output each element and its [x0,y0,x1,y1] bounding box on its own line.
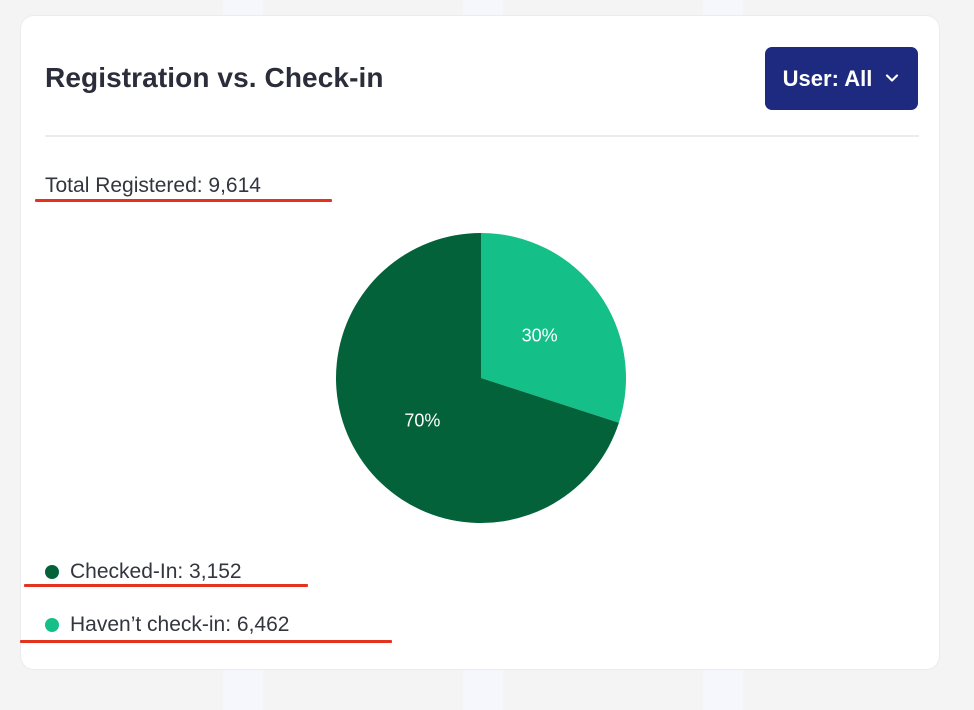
annotation-underline-checked-in [24,584,308,587]
annotation-underline-not-checked-in [20,640,392,643]
chevron-down-icon [884,66,900,92]
legend-dot-not-checked-in [45,618,59,632]
legend-item-not-checked-in: Haven’t check-in: 6,462 [45,613,289,637]
legend-dot-checked-in [45,565,59,579]
annotation-underline-total [35,199,332,202]
total-registered-label: Total Registered: 9,614 [45,174,261,197]
pie-slice-haven-t-check-in [481,233,626,423]
user-filter-button[interactable]: User: All [765,47,918,110]
card-title: Registration vs. Check-in [45,62,384,93]
pie-slice-percent-label: 70% [404,411,440,431]
pie-slice-checked-in [335,233,619,523]
header-divider [45,135,919,137]
legend-item-checked-in: Checked-In: 3,152 [45,560,242,584]
legend-label-checked-in: Checked-In: 3,152 [70,560,242,583]
pie-slice-percent-label: 30% [522,325,558,345]
user-filter-label: User: All [782,65,873,91]
registration-card: Registration vs. Check-in User: All Tota… [20,15,940,670]
legend-label-not-checked-in: Haven’t check-in: 6,462 [70,613,290,636]
